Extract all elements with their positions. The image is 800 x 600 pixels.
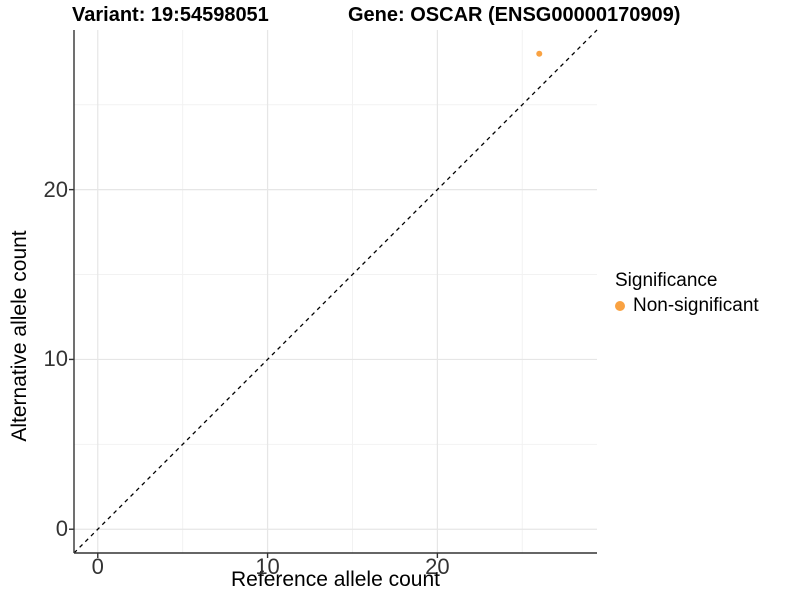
x-tick-label: 10 bbox=[255, 554, 280, 579]
legend: Significance Non-significant bbox=[615, 270, 759, 317]
x-axis-title: Reference allele count bbox=[231, 568, 440, 591]
x-tick-label: 20 bbox=[425, 554, 450, 579]
y-tick-label: 0 bbox=[55, 516, 68, 542]
y-tick-label: 10 bbox=[43, 346, 68, 372]
y-axis-title: Alternative allele count bbox=[8, 230, 31, 442]
legend-point-icon bbox=[615, 301, 625, 311]
plot-title-gene: Gene: OSCAR (ENSG00000170909) bbox=[348, 4, 681, 26]
data-point bbox=[536, 50, 543, 57]
legend-item-non-significant: Non-significant bbox=[615, 295, 759, 317]
x-tick-label: 0 bbox=[91, 554, 104, 579]
legend-title: Significance bbox=[615, 270, 718, 291]
legend-item-label: Non-significant bbox=[633, 295, 759, 316]
identity-dashed-line bbox=[73, 29, 598, 554]
plot-title-variant: Variant: 19:54598051 bbox=[72, 4, 269, 26]
y-tick-label: 20 bbox=[43, 176, 68, 202]
